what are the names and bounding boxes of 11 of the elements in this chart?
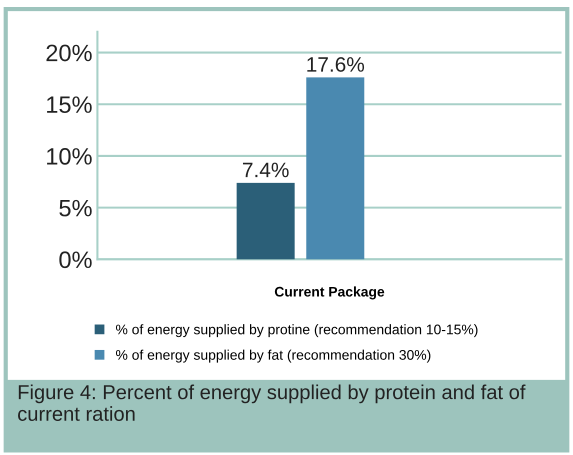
legend-label: % of energy supplied by protine (recommendation 10-15%) [116, 324, 478, 338]
data-label: 17.6% [307, 57, 364, 72]
text: Figure 4: Percent of energy supplied by protein and fat of current ration [18, 384, 526, 421]
y-tick-label: 15% [47, 96, 92, 114]
y-tick-label: 10% [47, 148, 92, 165]
y-tick-label: 20% [46, 44, 92, 62]
data-label: 7.4% [242, 162, 289, 178]
legend-label: % of energy supplied by fat (recommendation 30%) [116, 350, 430, 363]
y-tick-label: 5% [59, 200, 92, 216]
y-tick-label: 0% [59, 251, 92, 268]
x-axis-title: Current Package [274, 286, 384, 300]
